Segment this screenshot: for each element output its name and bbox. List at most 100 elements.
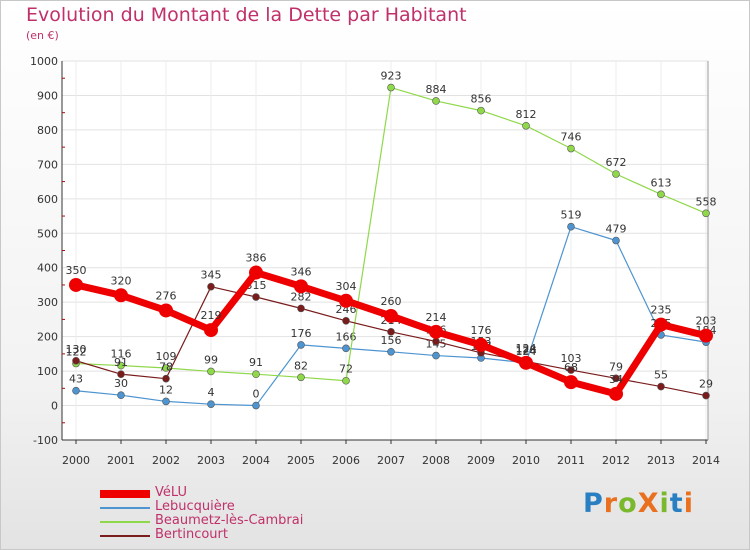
series-0-data-label: 320 [111, 274, 132, 287]
legend-label: Lebucquière [155, 499, 235, 514]
series-3-data-label: 345 [201, 269, 222, 282]
x-tick-label: 2013 [647, 454, 675, 467]
series-0-data-label: 176 [471, 324, 492, 337]
series-0-point [159, 303, 173, 318]
logo-letter: P [583, 488, 604, 519]
series-1-point [432, 351, 440, 360]
series-1-point [342, 344, 350, 353]
legend-swatch [100, 490, 150, 498]
series-2-data-label: 746 [561, 131, 582, 144]
y-tick-label: 800 [37, 124, 58, 137]
proxiti-logo: ProXiti [583, 488, 694, 519]
series-0-data-label: 350 [66, 264, 87, 277]
series-0-point [429, 324, 443, 339]
series-2-data-label: 923 [381, 70, 402, 83]
series-2-data-label: 812 [516, 108, 537, 121]
x-tick-label: 2008 [422, 454, 450, 467]
legend-swatch [100, 535, 150, 537]
logo-letter: o [618, 488, 638, 519]
logo-letter: r [603, 488, 619, 519]
series-1-point [72, 386, 80, 395]
x-tick-label: 2007 [377, 454, 405, 467]
y-tick-label: -100 [33, 434, 58, 447]
series-3-point [567, 366, 575, 374]
series-0-point [249, 265, 263, 280]
x-tick-label: 2011 [557, 454, 585, 467]
series-2-point [432, 97, 440, 105]
x-tick-label: 2002 [152, 454, 180, 467]
x-tick-label: 2000 [62, 454, 90, 467]
y-tick-label: 200 [37, 331, 58, 344]
series-2-point [522, 121, 530, 130]
series-3-data-label: 78 [159, 361, 173, 374]
series-2-data-label: 99 [204, 353, 218, 366]
series-2-data-label: 116 [111, 348, 132, 361]
series-0-data-label: 346 [291, 265, 312, 278]
x-tick-label: 2006 [332, 454, 360, 467]
series-2-data-label: 91 [249, 356, 263, 369]
series-0-point [339, 293, 353, 308]
series-3-data-label: 130 [66, 343, 87, 356]
series-2-point [297, 373, 305, 382]
series-3-point [297, 304, 305, 313]
series-2-point [252, 370, 260, 378]
series-0-data-label: 276 [156, 289, 177, 302]
x-tick-label: 2005 [287, 454, 315, 467]
series-1-data-label: 166 [336, 330, 357, 343]
legend-label: Beaumetz-lès-Cambrai [155, 513, 304, 528]
series-3-point [702, 391, 710, 400]
series-2-point [207, 367, 215, 376]
x-tick-label: 2012 [602, 454, 630, 467]
x-tick-label: 2014 [692, 454, 720, 467]
series-2-point [477, 106, 485, 115]
y-tick-label: 600 [37, 193, 58, 206]
series-2-data-label: 72 [339, 363, 353, 376]
series-0-point [519, 355, 533, 370]
series-2-point [657, 190, 665, 199]
series-0-data-label: 304 [336, 280, 357, 293]
series-3-data-label: 282 [291, 290, 312, 303]
y-tick-label: 100 [37, 365, 58, 378]
series-0-data-label: 235 [651, 304, 672, 317]
legend-swatch [100, 507, 150, 509]
series-0-point [699, 328, 713, 343]
series-2-point [117, 361, 125, 370]
series-3-point [162, 374, 170, 383]
series-1-data-label: 4 [208, 386, 215, 399]
y-tick-label: 400 [37, 262, 58, 275]
series-1-point [567, 222, 575, 231]
series-2-data-label: 109 [156, 350, 177, 363]
series-3-point [387, 328, 395, 336]
series-1-data-label: 176 [291, 327, 312, 340]
series-1-data-label: 519 [561, 209, 582, 222]
series-1-data-label: 0 [253, 388, 260, 401]
series-0-point [384, 308, 398, 323]
series-2-point [387, 83, 395, 92]
series-1-point [297, 341, 305, 349]
y-tick-label: 300 [37, 296, 58, 309]
x-tick-label: 2001 [107, 454, 135, 467]
series-2-data-label: 672 [606, 156, 627, 169]
series-1-data-label: 30 [114, 377, 128, 390]
y-tick-label: 700 [37, 158, 58, 171]
series-3-point [657, 382, 665, 391]
series-3-data-label: 128 [516, 343, 537, 356]
series-3-point [252, 293, 260, 301]
series-0-data-label: 124 [516, 342, 537, 355]
series-3-data-label: 79 [609, 360, 623, 373]
series-2-point [162, 364, 170, 372]
x-tick-label: 2003 [197, 454, 225, 467]
series-3-point [432, 337, 440, 346]
series-1-point [162, 397, 170, 406]
series-1-data-label: 12 [159, 383, 173, 396]
series-2-data-label: 884 [426, 83, 447, 96]
legend-label: Bertincourt [155, 527, 228, 542]
series-2-data-label: 82 [294, 359, 308, 372]
logo-letter: t [669, 488, 684, 519]
logo-letter: X [637, 488, 660, 519]
series-1-data-label: 124 [516, 345, 537, 358]
series-1-point [387, 347, 395, 356]
series-3-point [117, 370, 125, 378]
series-2-point [612, 170, 620, 178]
